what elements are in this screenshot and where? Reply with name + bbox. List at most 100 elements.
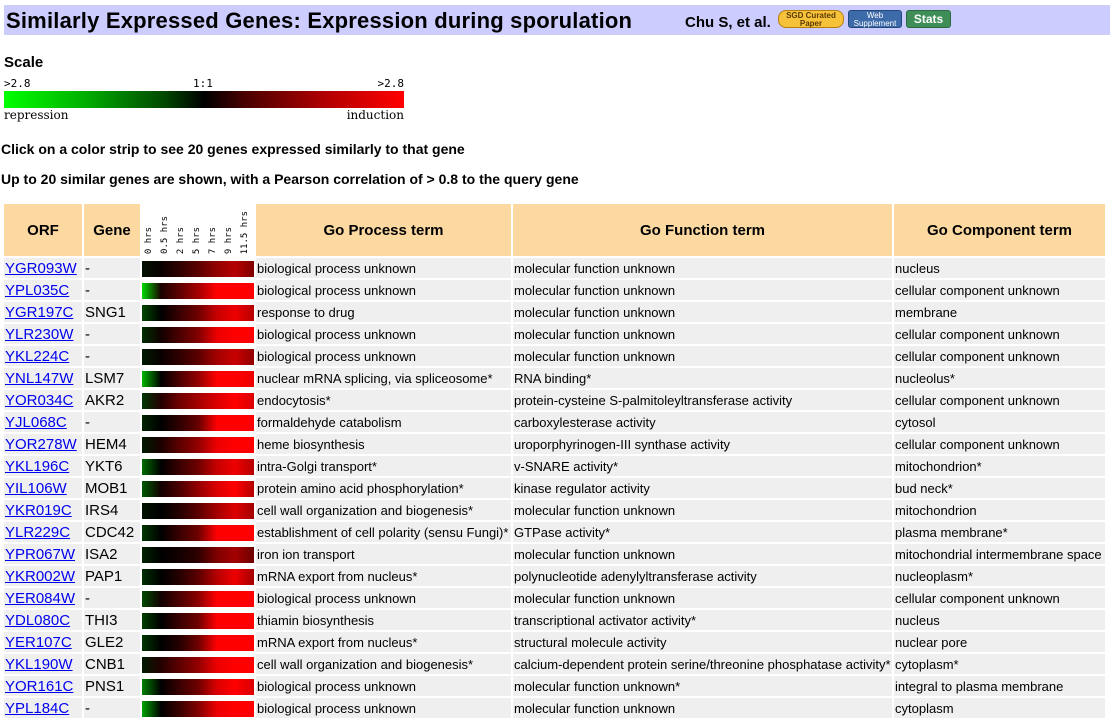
expression-strip-cell xyxy=(142,368,254,388)
function-term-cell: molecular function unknown* xyxy=(513,676,892,696)
orf-link[interactable]: YKL190W xyxy=(5,655,73,673)
component-term-cell: cytoplasm* xyxy=(894,654,1105,674)
process-term-cell: response to drug xyxy=(256,302,511,322)
expression-color-strip[interactable] xyxy=(142,327,254,343)
orf-cell: YGR093W xyxy=(4,258,82,278)
table-row: YOR034C AKR2 endocytosis* protein-cysteine … xyxy=(4,390,1105,410)
orf-link[interactable]: YKL196C xyxy=(5,457,70,475)
expression-color-strip[interactable] xyxy=(142,525,254,541)
orf-link[interactable]: YLR229C xyxy=(5,523,71,541)
orf-link[interactable]: YKR019C xyxy=(5,501,72,519)
orf-link[interactable]: YER107C xyxy=(5,633,72,651)
stats-badge[interactable]: Stats xyxy=(906,10,951,28)
orf-link[interactable]: YER084W xyxy=(5,589,76,607)
table-row: YOR278W HEM4 heme biosynthesis uroporphyrin… xyxy=(4,434,1105,454)
table-row: YER107C GLE2 mRNA export from nucleus* stru… xyxy=(4,632,1105,652)
gene-cell: - xyxy=(84,698,140,718)
timepoint-label: 0.5 hrs xyxy=(160,216,170,254)
table-row: YER084W - biological process unknown molecu… xyxy=(4,588,1105,608)
table-row: YNL147W LSM7 nuclear mRNA splicing, via sp… xyxy=(4,368,1105,388)
function-term-cell: carboxylesterase activity xyxy=(513,412,892,432)
orf-link[interactable]: YPR067W xyxy=(5,545,76,563)
expression-color-strip[interactable] xyxy=(142,591,254,607)
table-row: YKL224C - biological process unknown molecu… xyxy=(4,346,1105,366)
instruction-correlation: Up to 20 similar genes are shown, with a… xyxy=(1,171,579,187)
gene-cell: SNG1 xyxy=(84,302,140,322)
column-header-process: Go Process term xyxy=(256,204,511,256)
web-supplement-badge[interactable]: Web Supplement xyxy=(848,10,902,28)
sgd-curated-paper-badge[interactable]: SGD Curated Paper xyxy=(778,10,844,28)
orf-link[interactable]: YPL035C xyxy=(5,281,70,299)
table-row: YDL080C THI3 thiamin biosynthesis transcrip… xyxy=(4,610,1105,630)
scale-left-value: >2.8 xyxy=(4,77,31,90)
orf-cell: YDL080C xyxy=(4,610,82,630)
column-header-component: Go Component term xyxy=(894,204,1105,256)
expression-color-strip[interactable] xyxy=(142,459,254,475)
orf-link[interactable]: YKL224C xyxy=(5,347,70,365)
component-term-cell: cellular component unknown xyxy=(894,588,1105,608)
column-header-function: Go Function term xyxy=(513,204,892,256)
gene-cell: CNB1 xyxy=(84,654,140,674)
expression-color-strip[interactable] xyxy=(142,393,254,409)
column-header-timepoints: 0 hrs 0.5 hrs 2 hrs 5 hrs 7 hrs 9 hrs 11.5 hrs xyxy=(142,204,254,256)
expression-color-strip[interactable] xyxy=(142,437,254,453)
expression-strip-cell xyxy=(142,434,254,454)
orf-link[interactable]: YGR197C xyxy=(5,303,74,321)
orf-link[interactable]: YPL184C xyxy=(5,699,70,717)
expression-color-strip[interactable] xyxy=(142,657,254,673)
expression-color-strip[interactable] xyxy=(142,701,254,717)
expression-color-strip[interactable] xyxy=(142,569,254,585)
orf-link[interactable]: YOR034C xyxy=(5,391,74,409)
table-body: YGR093W - biological process unknown molecu… xyxy=(4,258,1105,718)
expression-color-strip[interactable] xyxy=(142,635,254,651)
orf-link[interactable]: YLR230W xyxy=(5,325,74,343)
process-term-cell: biological process unknown xyxy=(256,258,511,278)
gene-cell: - xyxy=(84,412,140,432)
expression-color-strip[interactable] xyxy=(142,261,254,277)
expression-color-strip[interactable] xyxy=(142,415,254,431)
orf-link[interactable]: YJL068C xyxy=(5,413,67,431)
gene-cell: LSM7 xyxy=(84,368,140,388)
table-row: YKR019C IRS4 cell wall organization and bi… xyxy=(4,500,1105,520)
orf-link[interactable]: YKR002W xyxy=(5,567,76,585)
component-term-cell: plasma membrane* xyxy=(894,522,1105,542)
orf-link[interactable]: YNL147W xyxy=(5,369,74,387)
gene-cell: PNS1 xyxy=(84,676,140,696)
expression-color-strip[interactable] xyxy=(142,613,254,629)
process-term-cell: endocytosis* xyxy=(256,390,511,410)
process-term-cell: cell wall organization and biogenesis* xyxy=(256,654,511,674)
expression-color-strip[interactable] xyxy=(142,283,254,299)
table-row: YLR230W - biological process unknown molecu… xyxy=(4,324,1105,344)
orf-link[interactable]: YOR278W xyxy=(5,435,77,453)
expression-color-strip[interactable] xyxy=(142,679,254,695)
gene-cell: PAP1 xyxy=(84,566,140,586)
function-term-cell: molecular function unknown xyxy=(513,280,892,300)
expression-color-strip[interactable] xyxy=(142,481,254,497)
table-row: YGR093W - biological process unknown molecu… xyxy=(4,258,1105,278)
gene-cell: - xyxy=(84,346,140,366)
process-term-cell: biological process unknown xyxy=(256,588,511,608)
function-term-cell: molecular function unknown xyxy=(513,324,892,344)
orf-cell: YKL190W xyxy=(4,654,82,674)
process-term-cell: iron ion transport xyxy=(256,544,511,564)
process-term-cell: biological process unknown xyxy=(256,324,511,344)
gene-cell: AKR2 xyxy=(84,390,140,410)
expression-strip-cell xyxy=(142,522,254,542)
gene-cell: MOB1 xyxy=(84,478,140,498)
expression-color-strip[interactable] xyxy=(142,305,254,321)
orf-link[interactable]: YDL080C xyxy=(5,611,71,629)
process-term-cell: establishment of cell polarity (sensu Fu… xyxy=(256,522,511,542)
function-term-cell: protein-cysteine S-palmitoleyltransferas… xyxy=(513,390,892,410)
timepoint-label: 9 hrs xyxy=(224,226,234,254)
orf-link[interactable]: YOR161C xyxy=(5,677,74,695)
timepoint-label: 11.5 hrs xyxy=(240,210,250,254)
orf-link[interactable]: YIL106W xyxy=(5,479,67,497)
orf-link[interactable]: YGR093W xyxy=(5,259,77,277)
expression-color-strip[interactable] xyxy=(142,503,254,519)
timepoint-label: 7 hrs xyxy=(208,226,218,254)
expression-color-strip[interactable] xyxy=(142,371,254,387)
component-term-cell: membrane xyxy=(894,302,1105,322)
expression-color-strip[interactable] xyxy=(142,349,254,365)
expression-strip-cell xyxy=(142,698,254,718)
expression-color-strip[interactable] xyxy=(142,547,254,563)
